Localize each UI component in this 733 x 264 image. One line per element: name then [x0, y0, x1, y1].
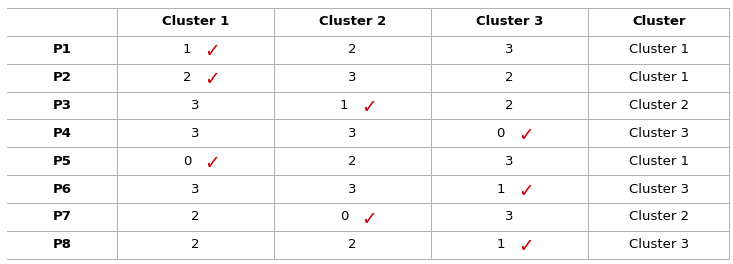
- Text: 0: 0: [497, 127, 505, 140]
- Text: 2: 2: [348, 155, 357, 168]
- Text: 0: 0: [183, 155, 191, 168]
- Text: 3: 3: [348, 71, 357, 84]
- Text: 1: 1: [183, 43, 191, 56]
- Text: P6: P6: [53, 182, 72, 196]
- Text: P7: P7: [53, 210, 72, 223]
- Text: Cluster: Cluster: [632, 15, 685, 28]
- Text: 1: 1: [339, 99, 348, 112]
- Text: ✓: ✓: [517, 126, 534, 145]
- Text: ✓: ✓: [204, 42, 220, 61]
- Text: 3: 3: [505, 155, 514, 168]
- Text: Cluster 3: Cluster 3: [629, 127, 689, 140]
- Text: 3: 3: [191, 182, 200, 196]
- Text: P8: P8: [53, 238, 72, 251]
- Text: Cluster 3: Cluster 3: [629, 182, 689, 196]
- Text: ✓: ✓: [204, 70, 220, 89]
- Text: 2: 2: [348, 238, 357, 251]
- Text: ✓: ✓: [361, 98, 377, 117]
- Text: 2: 2: [348, 43, 357, 56]
- Text: 2: 2: [183, 71, 191, 84]
- Text: ✓: ✓: [204, 154, 220, 173]
- Text: Cluster 1: Cluster 1: [629, 71, 689, 84]
- Text: P1: P1: [53, 43, 72, 56]
- Text: Cluster 3: Cluster 3: [629, 238, 689, 251]
- Text: 3: 3: [505, 210, 514, 223]
- Text: 3: 3: [191, 127, 200, 140]
- Text: ✓: ✓: [517, 237, 534, 256]
- Text: Cluster 1: Cluster 1: [629, 43, 689, 56]
- Text: 2: 2: [191, 238, 200, 251]
- Text: P5: P5: [53, 155, 72, 168]
- Text: Cluster 1: Cluster 1: [162, 15, 229, 28]
- Text: 3: 3: [348, 127, 357, 140]
- Text: 2: 2: [505, 71, 514, 84]
- Text: P2: P2: [53, 71, 72, 84]
- Text: Cluster 2: Cluster 2: [319, 15, 386, 28]
- Text: 3: 3: [348, 182, 357, 196]
- Text: 2: 2: [505, 99, 514, 112]
- Text: ✓: ✓: [361, 210, 377, 229]
- Text: P4: P4: [53, 127, 72, 140]
- Text: 1: 1: [496, 238, 505, 251]
- Text: Cluster 2: Cluster 2: [629, 210, 689, 223]
- Text: ✓: ✓: [517, 182, 534, 201]
- Text: P3: P3: [53, 99, 72, 112]
- Text: 0: 0: [339, 210, 348, 223]
- Text: 1: 1: [496, 182, 505, 196]
- Text: Cluster 1: Cluster 1: [629, 155, 689, 168]
- Text: 2: 2: [191, 210, 200, 223]
- Text: 3: 3: [191, 99, 200, 112]
- Text: 3: 3: [505, 43, 514, 56]
- Text: Cluster 2: Cluster 2: [629, 99, 689, 112]
- Text: Cluster 3: Cluster 3: [476, 15, 543, 28]
